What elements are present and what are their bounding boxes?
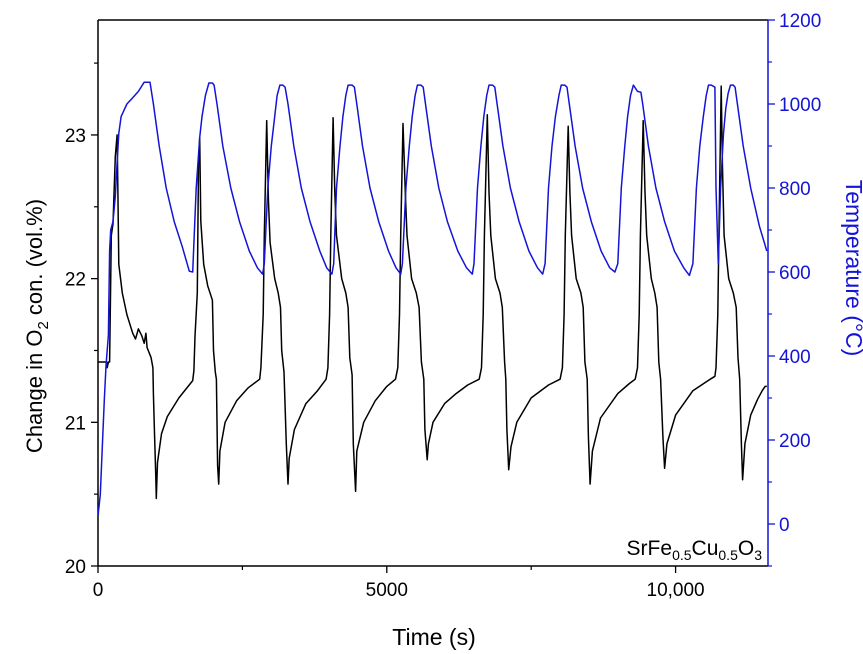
y-right-tick-label: 0 [779, 515, 790, 536]
y-left-axis-label: Change in O2 con. (vol.%) [22, 199, 52, 453]
y-right-axis-label: Temperature (°C) [841, 180, 863, 357]
x-tick-label: 5000 [366, 580, 408, 601]
compound-annotation: SrFe0.5Cu0.5O3 [627, 537, 763, 563]
temperature-series-line [97, 81, 768, 516]
y-left-tick-label: 23 [65, 126, 86, 147]
plot-frame [97, 19, 769, 567]
y-right-tick-label: 1200 [779, 11, 821, 32]
o2-series-line [98, 85, 767, 500]
x-tick-label: 10,000 [647, 580, 705, 601]
series-layer [97, 81, 768, 516]
y-right-tick-label: 400 [779, 347, 811, 368]
y-right-tick-label: 800 [779, 179, 811, 200]
y-right-tick-label: 200 [779, 431, 811, 452]
y-left-axis: 20 21 22 23 [65, 62, 98, 578]
y-left-tick-label: 21 [65, 413, 86, 434]
y-left-tick-label: 20 [65, 557, 86, 578]
y-right-tick-label: 600 [779, 263, 811, 284]
x-tick-label: 0 [93, 580, 104, 601]
x-axis: 0 5000 10,000 [93, 566, 705, 601]
y-left-tick-label: 22 [65, 270, 86, 291]
y-right-axis: 0 200 400 600 800 1000 1200 [768, 11, 821, 567]
x-axis-label: Time (s) [392, 624, 475, 650]
y-right-tick-label: 1000 [779, 95, 821, 116]
